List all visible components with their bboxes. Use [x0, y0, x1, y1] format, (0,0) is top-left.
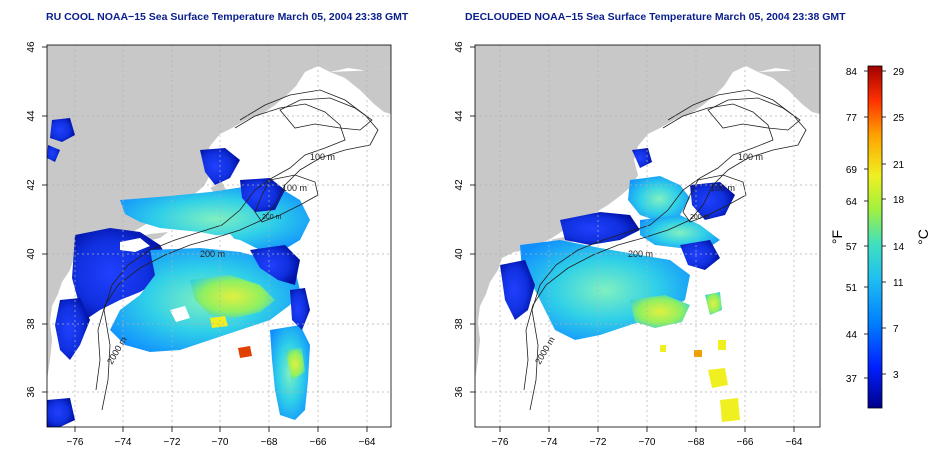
colorbar-c-labels: 29 25 21 18 14 11 7 3 — [893, 67, 905, 381]
f-label-64: 64 — [846, 197, 858, 208]
right-lat-label-38: 38 — [454, 318, 465, 330]
f-label-51: 51 — [846, 283, 858, 294]
left-land — [47, 45, 391, 380]
right-nova-scotia — [758, 68, 820, 114]
right-lon-label-76: −76 — [492, 437, 509, 448]
colorbar-unit-c: °C — [915, 229, 931, 245]
left-lat-label-36: 36 — [26, 386, 37, 398]
right-lon-labels: −76 −74 −72 −70 −68 −66 −64 — [492, 437, 803, 448]
left-lat-label-42: 42 — [26, 179, 37, 191]
c-label-11: 11 — [893, 278, 904, 289]
c-label-7: 7 — [893, 324, 899, 335]
colorbar-scale — [867, 65, 883, 409]
left-lon-label-74: −74 — [115, 437, 132, 448]
left-contour-label-100b: 100 m — [282, 183, 307, 193]
right-sst-field — [500, 148, 740, 422]
right-map-title: DECLOUDED NOAA−15 Sea Surface Temperatur… — [465, 11, 846, 23]
right-lon-label-66: −66 — [737, 437, 754, 448]
f-label-69: 69 — [846, 165, 858, 176]
right-lat-labels: 36 38 40 42 44 46 — [454, 41, 465, 398]
right-contour-label-200b: 200 m — [690, 214, 710, 221]
left-lon-label-64: −64 — [359, 437, 376, 448]
right-lon-label-74: −74 — [541, 437, 558, 448]
left-ticks — [42, 46, 368, 432]
left-gridlines — [47, 45, 391, 427]
right-contour-label-100b: 100 m — [710, 183, 735, 193]
c-label-25: 25 — [893, 113, 905, 124]
right-ticks — [470, 46, 795, 432]
right-lat-label-42: 42 — [454, 179, 465, 191]
right-contour-label-100a: 100 m — [738, 152, 763, 162]
right-land — [475, 45, 820, 380]
right-lat-label-46: 46 — [454, 41, 465, 53]
right-lon-label-72: −72 — [590, 437, 607, 448]
f-label-77: 77 — [846, 113, 858, 124]
left-contour-label-100a: 100 m — [310, 152, 335, 162]
right-lat-label-44: 44 — [454, 110, 465, 122]
colorbar-ticks — [864, 70, 886, 379]
left-lon-label-70: −70 — [212, 437, 229, 448]
f-label-57: 57 — [846, 242, 858, 253]
right-gridlines — [475, 45, 820, 427]
right-lon-label-68: −68 — [688, 437, 705, 448]
left-lon-label-66: −66 — [310, 437, 327, 448]
left-map-panel: 100 m 100 m 200 m 200 m 2000 m — [26, 41, 392, 448]
right-lon-label-70: −70 — [639, 437, 656, 448]
left-lon-label-68: −68 — [261, 437, 278, 448]
left-lat-label-46: 46 — [26, 41, 37, 53]
c-label-18: 18 — [893, 195, 905, 206]
left-contour-label-200b: 200 m — [262, 214, 282, 221]
f-label-84: 84 — [846, 67, 858, 78]
f-label-44: 44 — [846, 330, 858, 341]
left-frame — [46, 44, 392, 428]
f-label-37: 37 — [846, 374, 858, 385]
left-lon-label-76: −76 — [67, 437, 84, 448]
left-lat-labels: 36 38 40 42 44 46 — [26, 41, 37, 398]
left-lat-label-44: 44 — [26, 110, 37, 122]
right-lat-label-40: 40 — [454, 248, 465, 260]
c-label-21: 21 — [893, 160, 905, 171]
left-lon-labels: −76 −74 −72 −70 −68 −66 −64 — [67, 437, 376, 448]
left-lat-label-40: 40 — [26, 248, 37, 260]
c-label-14: 14 — [893, 242, 905, 253]
left-contours — [95, 89, 379, 411]
right-lon-label-64: −64 — [786, 437, 803, 448]
left-map-title: RU COOL NOAA−15 Sea Surface Temperature … — [46, 11, 409, 23]
colorbar: 84 77 69 64 57 51 44 37 29 25 21 18 14 1… — [829, 65, 931, 409]
left-nova-scotia — [330, 68, 391, 114]
left-lat-label-38: 38 — [26, 318, 37, 330]
left-sst-field — [47, 118, 310, 427]
colorbar-unit-f: °F — [829, 230, 845, 244]
c-label-29: 29 — [893, 67, 905, 78]
right-map-panel: 100 m 100 m 200 m 200 m 2000 m — [454, 41, 821, 448]
right-lat-label-36: 36 — [454, 386, 465, 398]
c-label-3: 3 — [893, 370, 899, 381]
colorbar-f-labels: 84 77 69 64 57 51 44 37 — [846, 67, 858, 385]
right-frame — [474, 44, 821, 428]
left-lon-label-72: −72 — [164, 437, 181, 448]
